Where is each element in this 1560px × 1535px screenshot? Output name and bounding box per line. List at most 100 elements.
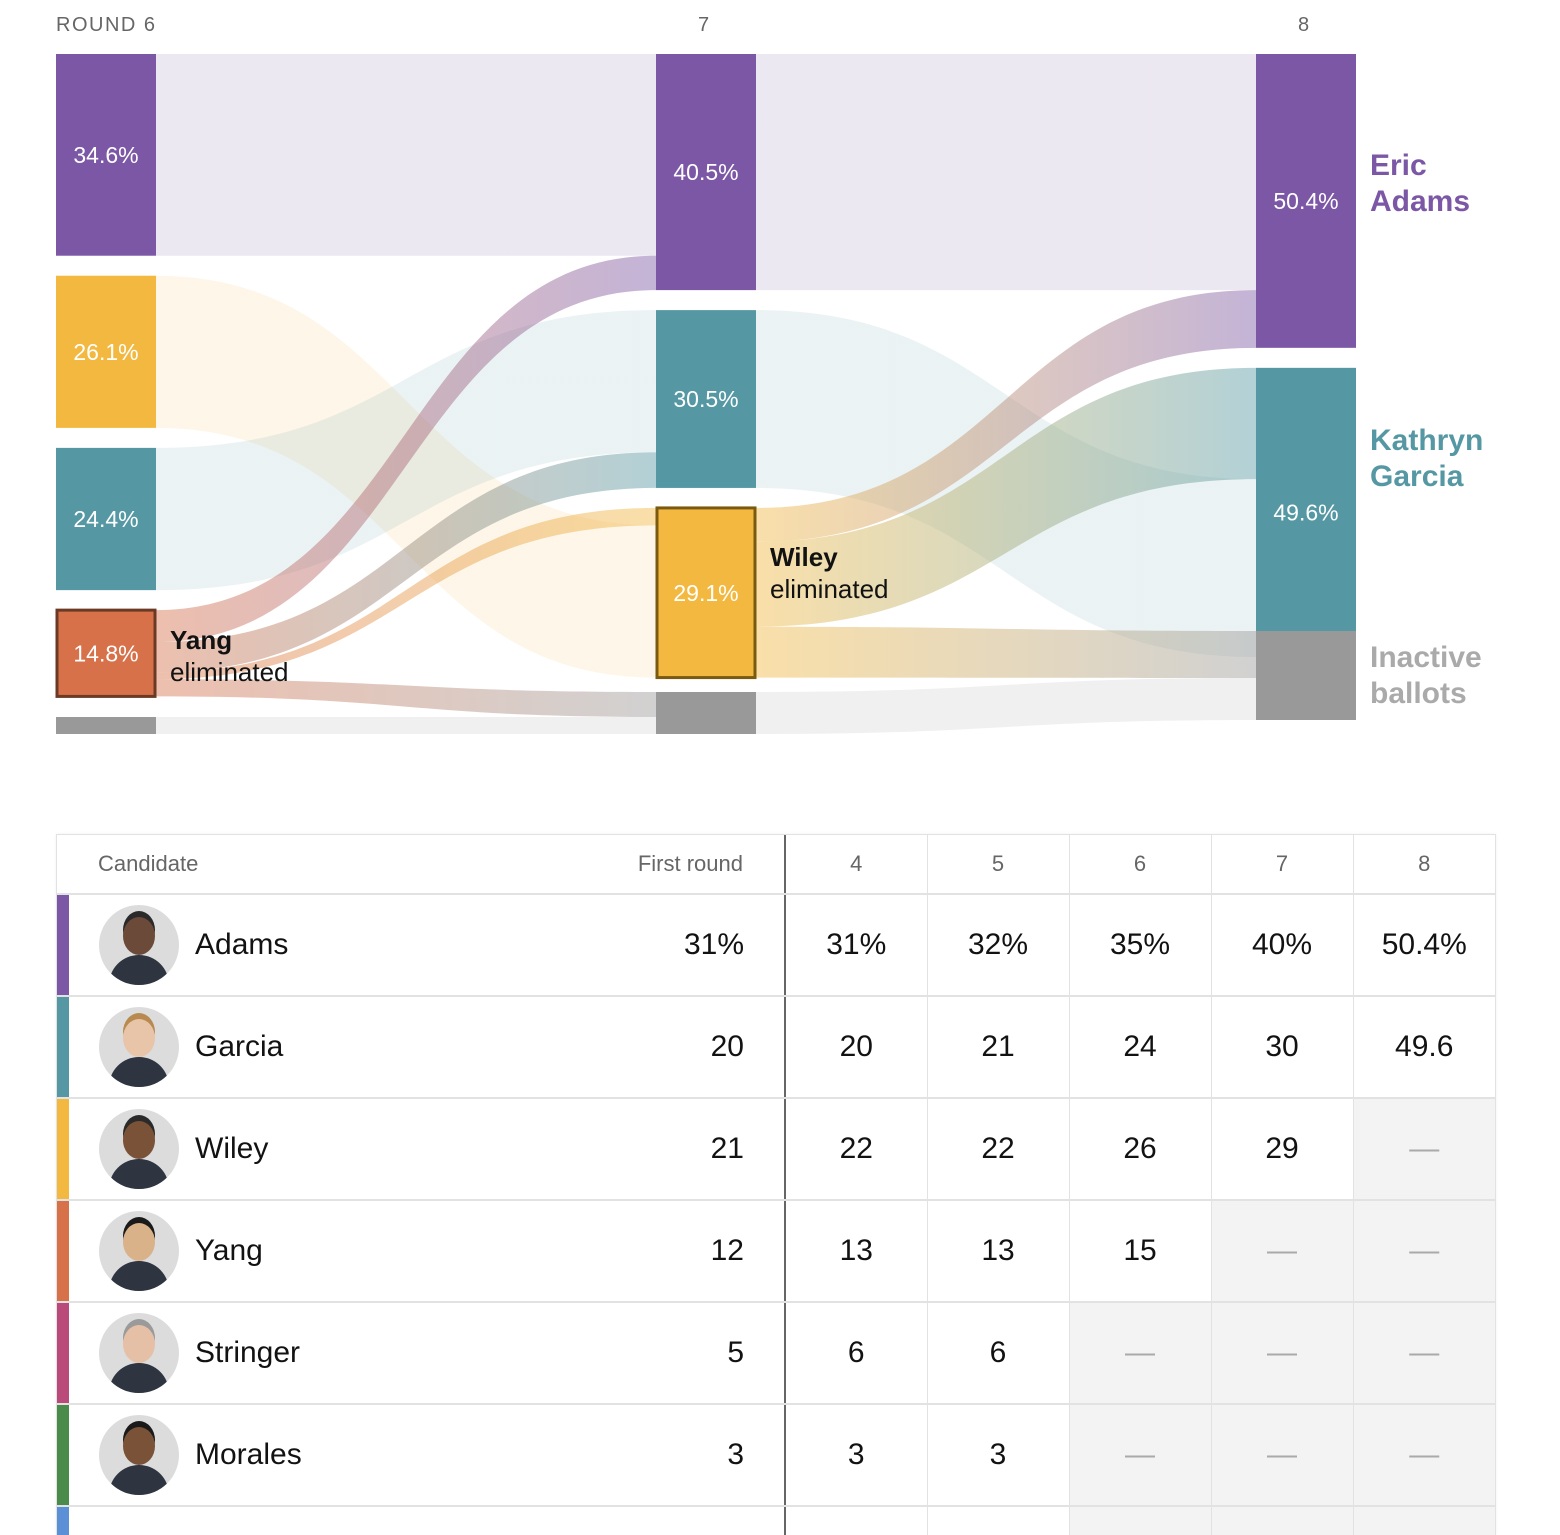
candidate-color-bar: [57, 996, 71, 1099]
round-8-value: —: [1353, 1200, 1495, 1303]
header-first-round: First round: [491, 835, 786, 895]
flow-yang-to-garcia: [156, 452, 656, 673]
header-round-4: 4: [785, 835, 928, 895]
final-label-adams: Eric Adams: [1370, 149, 1471, 218]
table-row: [57, 1506, 1495, 1535]
node-label-adams-round-8: 50.4%: [1273, 188, 1338, 214]
round-6-value: 15: [1069, 1200, 1212, 1303]
node-label-yang-round-6: 14.8%: [73, 640, 138, 666]
ranked-choice-sankey: ROUND 6 7 8 34.6% 26.1% 24.4% 14.8% 40.5% 30.…: [0, 0, 1560, 760]
node-label-adams-round-6: 34.6%: [73, 142, 138, 168]
node-label-garcia-round-7: 30.5%: [673, 386, 738, 412]
round-5-value: 3: [927, 1404, 1070, 1507]
candidate-cell: Stringer: [71, 1302, 491, 1405]
flow-wiley-to-adams: [756, 290, 1256, 542]
node-yang-round-6: [55, 608, 157, 698]
avatar: [99, 1007, 179, 1087]
round-8-value: 50.4%: [1353, 894, 1495, 997]
header-round-5: 5: [927, 835, 1070, 895]
avatar: [99, 1313, 179, 1393]
round-7-value: —: [1211, 1302, 1354, 1405]
table-row: Adams 31% 31% 32% 35% 40% 50.4%: [57, 894, 1495, 997]
candidate-color-bar: [57, 1302, 71, 1405]
node-inactive-round-8: [1256, 631, 1356, 720]
round-5-value: 21: [927, 996, 1070, 1099]
round-7-value: 40%: [1211, 894, 1354, 997]
node-garcia-round-8: [1256, 367, 1356, 657]
first-round-value: 20: [491, 996, 786, 1099]
wiley-eliminated-label: Wiley eliminated: [770, 542, 889, 604]
results-table: Candidate First round 4 5 6 7 8 Adams 31%…: [57, 835, 1495, 1535]
final-label-garcia: Kathryn Garcia: [1370, 424, 1484, 493]
value-cell: [1069, 1506, 1212, 1535]
table-header-row: Candidate First round 4 5 6 7 8: [57, 835, 1495, 895]
flow-wiley-to-garcia: [756, 367, 1256, 627]
node-adams-round-8: [1256, 54, 1356, 348]
candidate-cell: Wiley: [71, 1098, 491, 1201]
candidate-color-bar: [57, 894, 71, 997]
avatar: [99, 905, 179, 985]
candidate-color-bar: [57, 1200, 71, 1303]
flow-wiley-to-inactive: [756, 626, 1256, 678]
node-adams-round-7: [656, 54, 756, 291]
value-cell: [1211, 1506, 1354, 1535]
flow-yang-to-wiley: [156, 507, 656, 680]
round-7-value: —: [1211, 1200, 1354, 1303]
candidate-name: Morales: [195, 1438, 302, 1471]
node-label-garcia-round-6: 24.4%: [73, 506, 138, 532]
round-8-value: —: [1353, 1098, 1495, 1201]
first-round-value: 5: [491, 1302, 786, 1405]
flow-inactive-7-8: [756, 678, 1256, 734]
value-cell: [927, 1506, 1070, 1535]
flow-yang-to-adams: [156, 255, 656, 643]
results-table-card: Candidate First round 4 5 6 7 8 Adams 31%…: [56, 834, 1496, 1535]
round-4-value: 3: [785, 1404, 928, 1507]
header-round-6: 6: [1069, 835, 1212, 895]
yang-eliminated-label: Yang eliminated: [170, 625, 289, 687]
node-label-wiley-round-7: 29.1%: [673, 580, 738, 606]
avatar: [99, 1211, 179, 1291]
candidate-name: Adams: [195, 928, 289, 961]
round-8-value: —: [1353, 1302, 1495, 1405]
round-7-label: 7: [698, 14, 711, 36]
round-7-value: 30: [1211, 996, 1354, 1099]
round-6-value: —: [1069, 1302, 1212, 1405]
avatar: [99, 1415, 179, 1495]
round-7-value: —: [1211, 1404, 1354, 1507]
node-wiley-round-6: [56, 275, 156, 428]
sankey-svg: 34.6% 26.1% 24.4% 14.8% 40.5% 30.5% 29.1% 50.4%…: [55, 54, 1356, 734]
candidate-cell: Garcia: [71, 996, 491, 1099]
round-8-value: 49.6: [1353, 996, 1495, 1099]
flow-inactive-6-7: [156, 717, 656, 734]
node-inactive-round-6: [56, 717, 156, 734]
candidate-cell: [71, 1506, 491, 1535]
header-candidate: Candidate: [57, 835, 491, 895]
round-6-value: 26: [1069, 1098, 1212, 1201]
node-inactive-round-7: [656, 692, 756, 734]
round-5-value: 22: [927, 1098, 1070, 1201]
node-garcia-round-6: [56, 447, 156, 591]
first-round-value: 21: [491, 1098, 786, 1201]
round-6-value: 24: [1069, 996, 1212, 1099]
candidate-name: Wiley: [195, 1132, 269, 1165]
table-row: Garcia 20 20 21 24 30 49.6: [57, 996, 1495, 1099]
candidate-name: Yang: [195, 1234, 263, 1267]
value-cell: [491, 1506, 786, 1535]
value-cell: [1353, 1506, 1495, 1535]
round-5-value: 13: [927, 1200, 1070, 1303]
node-wiley-round-7: [655, 506, 757, 680]
round-6-value: 35%: [1069, 894, 1212, 997]
header-round-8: 8: [1353, 835, 1495, 895]
table-row: Wiley 21 22 22 26 29—: [57, 1098, 1495, 1201]
node-label-wiley-round-6: 26.1%: [73, 339, 138, 365]
node-label-garcia-round-8: 49.6%: [1273, 499, 1338, 525]
first-round-value: 3: [491, 1404, 786, 1507]
round-7-value: 29: [1211, 1098, 1354, 1201]
round-4-value: 6: [785, 1302, 928, 1405]
first-round-value: 31%: [491, 894, 786, 997]
round-4-value: 20: [785, 996, 928, 1099]
candidate-color-bar: [57, 1098, 71, 1201]
round-6-label: ROUND 6: [56, 14, 157, 36]
round-4-value: 13: [785, 1200, 928, 1303]
node-adams-round-6: [56, 54, 156, 256]
